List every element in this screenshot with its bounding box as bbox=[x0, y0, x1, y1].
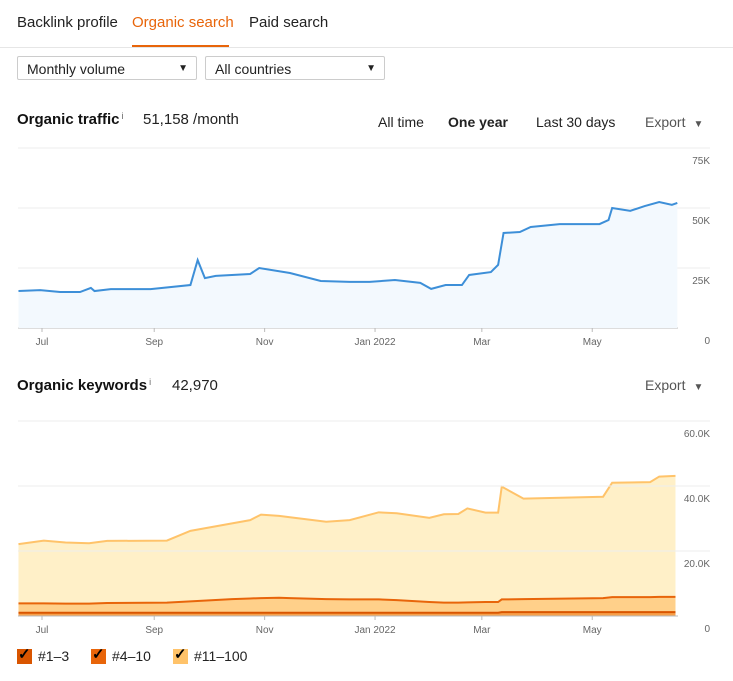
x-tick-label: Sep bbox=[145, 337, 163, 348]
organic-traffic-label: Organic traffic bbox=[17, 111, 120, 128]
traffic-line bbox=[18, 200, 678, 293]
info-icon[interactable]: i bbox=[149, 377, 152, 387]
x-tick-label: May bbox=[583, 625, 602, 636]
organic-keywords-label: Organic keywords bbox=[17, 377, 148, 394]
y-tick-label: 60.0K bbox=[684, 429, 710, 440]
x-tick-label: Mar bbox=[473, 625, 491, 636]
y-tick-label: 50K bbox=[692, 216, 710, 227]
legend-label: #11–100 bbox=[194, 648, 248, 664]
traffic-area bbox=[18, 202, 678, 328]
range-last-30-days[interactable]: Last 30 days bbox=[536, 114, 616, 130]
x-tick-label: Nov bbox=[256, 337, 274, 348]
keywords-export-button[interactable]: Export ▼ bbox=[645, 377, 703, 393]
organic-keywords-title: Organic keywords i bbox=[17, 377, 151, 394]
kw-area-2 bbox=[18, 596, 676, 613]
organic-keywords-chart: 0 20.0K 40.0K 60.0K Jul Sep Nov Jan 2022 Mar May bbox=[18, 420, 710, 636]
info-icon[interactable]: i bbox=[121, 111, 124, 121]
x-tick-label: Jul bbox=[36, 625, 49, 636]
legend-label: #1–3 bbox=[38, 648, 70, 664]
country-select[interactable]: All countries ▼ bbox=[205, 56, 385, 80]
x-tick-label: Jan 2022 bbox=[354, 337, 396, 348]
x-tick-label: May bbox=[583, 337, 602, 348]
chevron-down-icon: ▼ bbox=[366, 63, 376, 74]
x-tick-label: Jul bbox=[36, 337, 49, 348]
volume-select-value: Monthly volume bbox=[27, 61, 126, 77]
x-tick-label: Mar bbox=[473, 337, 491, 348]
volume-select[interactable]: Monthly volume ▼ bbox=[17, 56, 197, 80]
tab-backlink-profile[interactable]: Backlink profile bbox=[17, 14, 118, 31]
checkbox-checked-icon[interactable]: ✓ bbox=[91, 645, 106, 664]
kw-line-3 bbox=[18, 474, 676, 546]
traffic-export-button[interactable]: Export ▼ bbox=[645, 114, 703, 130]
range-one-year[interactable]: One year bbox=[448, 114, 508, 130]
y-tick-label: 25K bbox=[692, 276, 710, 287]
legend-1-3[interactable]: ✓ #1–3 bbox=[17, 645, 70, 664]
checkbox-checked-icon[interactable]: ✓ bbox=[17, 645, 32, 664]
legend-label: #4–10 bbox=[112, 648, 151, 664]
caret-down-icon: ▼ bbox=[693, 382, 704, 393]
kw-line-1 bbox=[18, 611, 676, 614]
active-tab-indicator bbox=[132, 45, 229, 48]
country-select-value: All countries bbox=[215, 61, 292, 77]
export-label: Export bbox=[645, 114, 686, 130]
checkbox-checked-icon[interactable]: ✓ bbox=[173, 645, 188, 664]
y-tick-label: 0 bbox=[704, 336, 710, 347]
x-tick-label: Jan 2022 bbox=[354, 625, 396, 636]
organic-traffic-value: 51,158 /month bbox=[143, 111, 239, 128]
tab-organic-search[interactable]: Organic search bbox=[132, 14, 234, 31]
y-tick-label: 20.0K bbox=[684, 559, 710, 570]
tab-paid-search[interactable]: Paid search bbox=[249, 14, 329, 31]
x-tick-label: Nov bbox=[256, 625, 274, 636]
legend-4-10[interactable]: ✓ #4–10 bbox=[91, 645, 151, 664]
kw-area-3 bbox=[18, 475, 676, 604]
organic-traffic-title: Organic traffic i bbox=[17, 111, 124, 128]
chevron-down-icon: ▼ bbox=[178, 63, 188, 74]
kw-line-2 bbox=[18, 595, 676, 605]
caret-down-icon: ▼ bbox=[693, 119, 704, 130]
range-all-time[interactable]: All time bbox=[378, 114, 424, 130]
organic-keywords-value: 42,970 bbox=[172, 377, 218, 394]
y-tick-label: 0 bbox=[704, 624, 710, 635]
organic-traffic-chart: 0 25K 50K 75K Jul Sep Nov Jan 2022 Mar May bbox=[18, 147, 710, 348]
y-tick-label: 75K bbox=[692, 156, 710, 167]
x-tick-label: Sep bbox=[145, 625, 163, 636]
divider bbox=[0, 47, 733, 48]
legend-11-100[interactable]: ✓ #11–100 bbox=[173, 645, 248, 664]
y-tick-label: 40.0K bbox=[684, 494, 710, 505]
export-label: Export bbox=[645, 377, 686, 393]
